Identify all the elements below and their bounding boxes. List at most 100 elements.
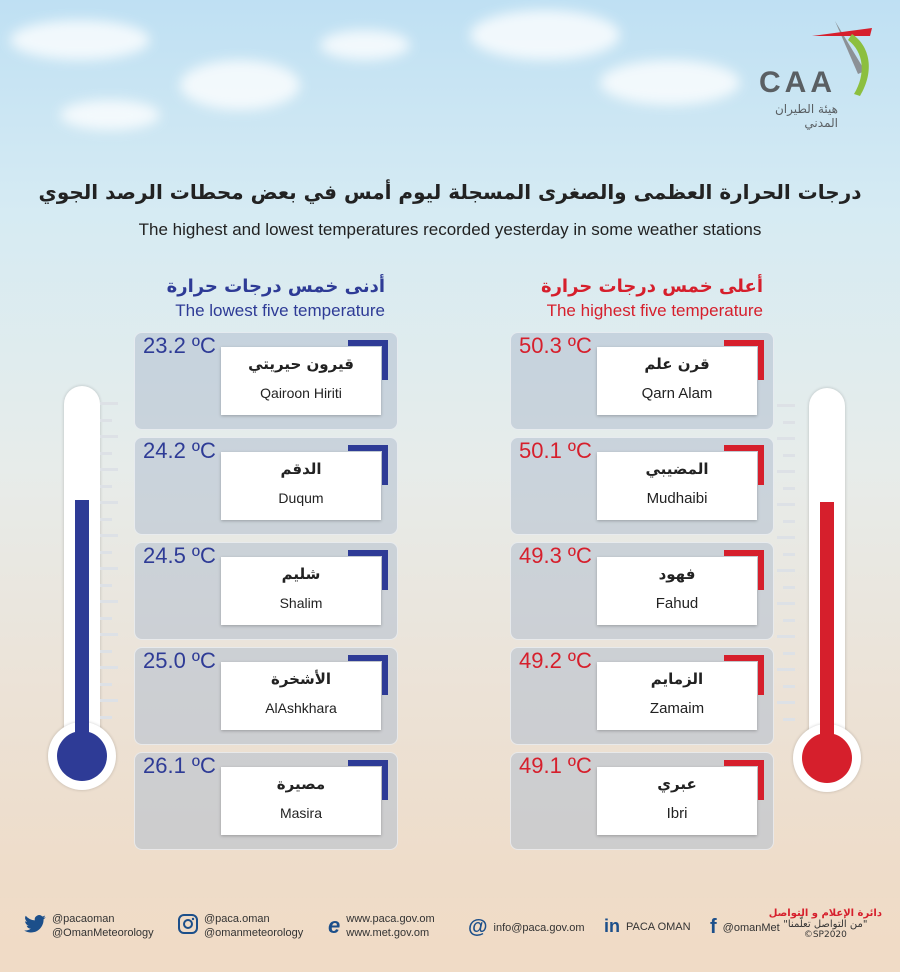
facebook-handle: @omanMet [722,921,780,934]
station-name-english: Mudhaibi [646,490,708,507]
twitter-contact[interactable]: @pacaoman @OmanMeteorology [24,912,154,940]
website-2: www.met.gov.om [346,927,430,939]
station-card: الدقم Duqum [221,445,388,520]
thermometer-tick [777,437,795,440]
station-name-arabic: عبري [657,775,697,793]
card-corner [348,760,388,800]
website-1: www.paca.gov.om [346,913,435,925]
logo-text: CAA [759,66,836,99]
footer [0,898,900,972]
thermometer-fill [75,500,89,750]
email-contact[interactable]: @ info@paca.gov.om [468,916,585,939]
cloud [600,60,740,105]
thermometer-tick [100,715,112,719]
instagram-handle-2: @omanmeteorology [204,927,304,939]
thermometer-tick [777,536,795,539]
highest-heading-english: The highest five temperature [546,301,763,320]
thermometer-tick [777,404,795,407]
browser-icon: e [328,913,341,938]
linkedin-name: PACA OMAN [626,920,691,933]
logo-subtitle: هيئة الطيران المدني [774,102,838,130]
instagram-handle-1: @paca.oman [204,913,270,925]
station-row: 26.1 ºC مصيرة Masira [134,752,398,850]
thermometer-tick [100,451,112,455]
card-corner [348,340,388,380]
blue-thermometer-icon [48,386,118,790]
station-temp: 49.2 ºC [519,648,592,673]
station-temp: 50.1 ºC [519,438,592,463]
cloud [470,10,620,60]
page-title-arabic: درجات الحرارة العظمى والصغرى المسجلة ليو… [38,180,862,204]
department-name: دائرة الإعلام و التواصل [768,908,882,919]
thermometer-tick [777,569,795,572]
thermometer-tick [783,651,795,655]
thermometer-tick [100,666,118,669]
thermometer-tick [100,468,118,471]
facebook-contact[interactable]: f @omanMet [710,916,780,939]
thermometer-tick [783,618,795,622]
cloud [180,60,300,110]
thermometer-tick [100,600,118,603]
station-card: المضيبي Mudhaibi [597,445,764,520]
station-name-english: Qairoon Hiriti [260,385,342,401]
station-name-arabic: الزمايم [650,670,704,688]
instagram-icon [178,913,198,939]
station-name-arabic: فهود [658,565,696,583]
station-card: عبري Ibri [597,760,764,835]
caa-emblem-icon [812,21,872,96]
thermometer-tick [100,699,118,702]
thermometer-tick [100,501,118,504]
station-row: 49.3 ºC فهود Fahud [510,542,774,640]
station-row: 50.3 ºC قرن علم Qarn Alam [510,332,774,430]
thermometer-tick [783,453,795,457]
twitter-icon [24,914,46,938]
thermometer-tick [100,484,112,488]
station-temp: 25.0 ºC [143,648,216,673]
thermometer-tick [777,470,795,473]
station-name-arabic: الأشخرة [270,670,332,688]
station-name-english: Duqum [278,490,324,506]
station-row: 23.2 ºC قيرون حيريتي Qairoon Hiriti [134,332,398,430]
station-row: 24.2 ºC الدقم Duqum [134,437,398,535]
linkedin-contact[interactable]: in PACA OMAN [604,916,691,937]
thermometer-tick [100,567,118,570]
thermometer-tick [100,682,112,686]
thermometer-tick [100,435,118,438]
station-temp: 23.2 ºC [143,333,216,358]
station-name-arabic: قيرون حيريتي [248,355,354,373]
media-department: دائرة الإعلام و التواصل "من التواصل تعلّ… [769,908,882,940]
card-corner [724,445,764,485]
station-card: مصيرة Masira [221,760,388,835]
highest-heading-arabic: أعلى خمس درجات حرارة [540,276,763,297]
station-row: 24.5 ºC شليم Shalim [134,542,398,640]
thermometer-tick [777,635,795,638]
caa-logo: CAA هيئة الطيران المدني [740,16,880,130]
thermometer-tick [783,684,795,688]
facebook-icon: f [710,916,717,938]
station-name-english: Fahud [655,595,699,612]
station-row: 50.1 ºC المضيبي Mudhaibi [510,437,774,535]
thermometer-tick [100,534,118,537]
card-corner [724,550,764,590]
thermometer-tick [100,649,112,653]
station-name-english: Zamaim [649,700,705,717]
thermometer-tick [783,585,795,589]
thermometer-tick [100,616,112,620]
thermometer-tick [783,486,795,490]
instagram-contact[interactable]: @paca.oman @omanmeteorology [178,912,303,940]
card-corner [724,655,764,695]
thermometer-tick [100,550,112,554]
station-name-arabic: مصيرة [276,775,326,793]
card-corner [348,550,388,590]
linkedin-icon: in [604,916,620,936]
station-temp: 24.2 ºC [143,438,216,463]
thermometer-tick [100,583,112,587]
thermometer-tick [777,503,795,506]
station-name-english: AlAshkhara [265,700,337,716]
station-card: فهود Fahud [597,550,764,625]
web-contact[interactable]: e www.paca.gov.om www.met.gov.om [328,912,435,940]
station-temp: 49.1 ºC [519,753,592,778]
card-corner [348,655,388,695]
card-corner [724,340,764,380]
thermometer-tick [783,420,795,424]
